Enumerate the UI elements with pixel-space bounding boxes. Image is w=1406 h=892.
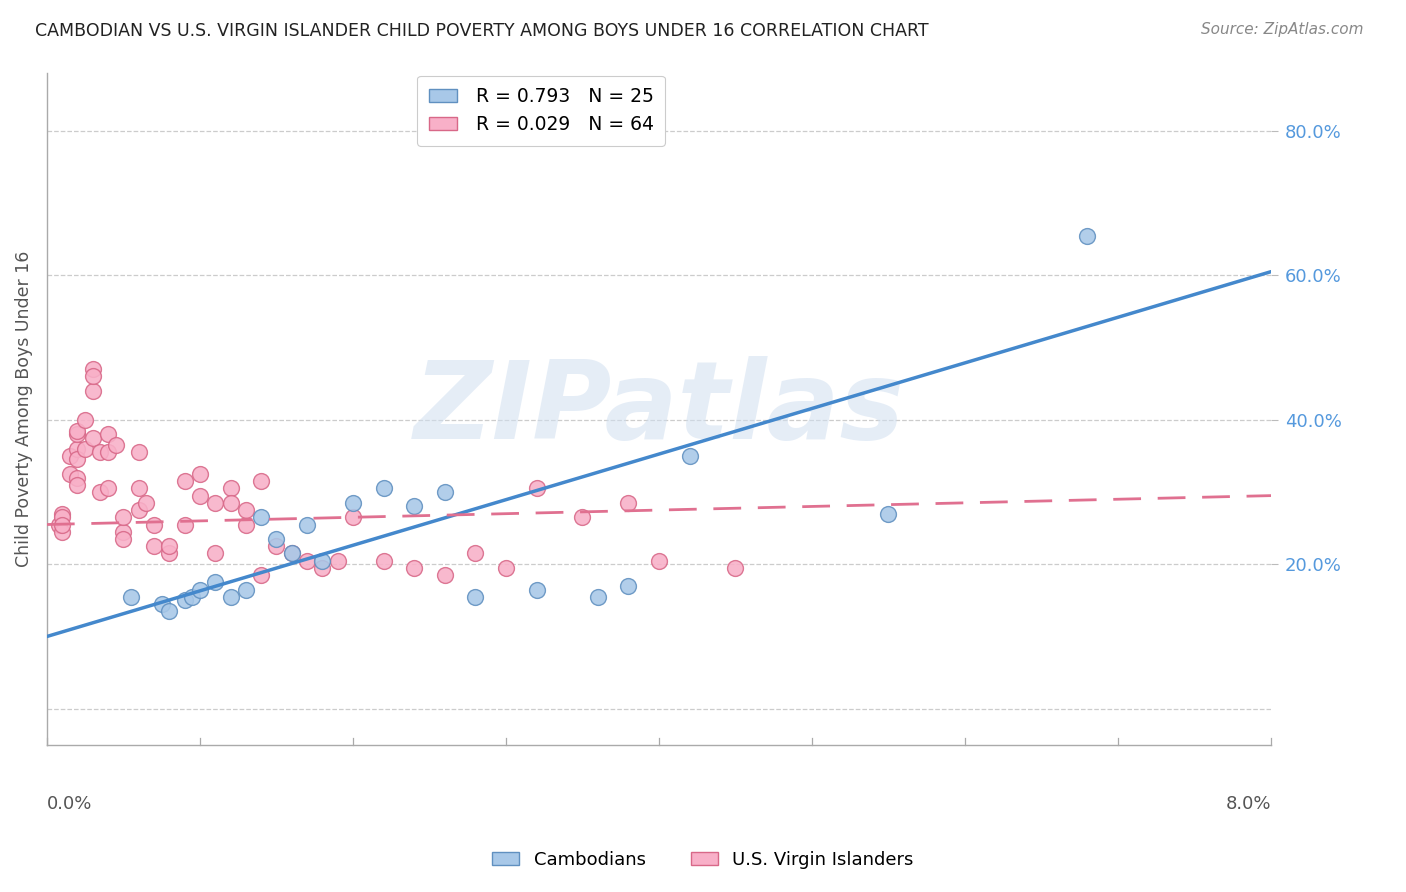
Point (404, 500, 426, 514)
Point (173, 517, 195, 532)
Point (157, 546, 180, 560)
Point (66, 477, 89, 491)
Legend: Cambodians, U.S. Virgin Islanders: Cambodians, U.S. Virgin Islanders (485, 844, 921, 876)
Point (48, 517, 70, 532)
Point (877, 507, 900, 521)
Text: ZIPatlas: ZIPatlas (413, 356, 904, 462)
Point (135, 496, 157, 510)
Point (219, 590, 242, 604)
Point (266, 539, 288, 553)
Point (75, 442, 97, 456)
Point (173, 593, 195, 607)
Point (89, 485, 111, 500)
Point (188, 582, 211, 597)
Point (617, 579, 640, 593)
Point (617, 496, 640, 510)
Point (82, 431, 104, 445)
Point (311, 561, 333, 575)
Text: Source: ZipAtlas.com: Source: ZipAtlas.com (1201, 22, 1364, 37)
Point (181, 590, 204, 604)
Point (143, 517, 166, 532)
Point (66, 427, 89, 442)
Point (495, 561, 517, 575)
Point (97, 427, 120, 442)
Point (104, 438, 127, 452)
Point (204, 496, 226, 510)
Point (51, 517, 73, 532)
Point (150, 597, 173, 611)
Point (219, 482, 242, 496)
Point (250, 568, 273, 582)
Point (678, 449, 700, 463)
Point (295, 554, 318, 568)
Point (112, 510, 135, 524)
Point (433, 568, 456, 582)
Text: 0.0%: 0.0% (46, 796, 93, 814)
Point (204, 546, 226, 560)
Point (51, 507, 73, 521)
Point (188, 467, 211, 481)
Point (250, 474, 273, 488)
Point (82, 369, 104, 384)
Point (373, 482, 395, 496)
Point (157, 604, 180, 618)
Point (724, 561, 747, 575)
Text: CAMBODIAN VS U.S. VIRGIN ISLANDER CHILD POVERTY AMONG BOYS UNDER 16 CORRELATION : CAMBODIAN VS U.S. VIRGIN ISLANDER CHILD … (35, 22, 929, 40)
Point (75, 413, 97, 427)
Point (235, 582, 257, 597)
Point (219, 496, 242, 510)
Point (280, 546, 302, 560)
Point (66, 470, 89, 484)
Point (120, 590, 142, 604)
Point (280, 546, 302, 560)
Point (128, 503, 150, 517)
Point (250, 510, 273, 524)
Point (112, 532, 135, 546)
Point (97, 445, 120, 459)
Legend: R = 0.793   N = 25, R = 0.029   N = 64: R = 0.793 N = 25, R = 0.029 N = 64 (418, 76, 665, 145)
Point (1076, 228, 1098, 243)
Point (526, 582, 548, 597)
Point (373, 554, 395, 568)
Point (571, 510, 593, 524)
Point (404, 561, 426, 575)
Point (326, 554, 349, 568)
Point (157, 539, 180, 553)
Point (266, 532, 288, 546)
Point (112, 524, 135, 539)
Point (586, 590, 609, 604)
Point (173, 474, 195, 488)
Point (342, 510, 364, 524)
Point (311, 554, 333, 568)
Point (89, 445, 111, 459)
Point (128, 482, 150, 496)
Point (66, 442, 89, 456)
Text: 8.0%: 8.0% (1226, 796, 1271, 814)
Point (59, 467, 82, 481)
Point (342, 496, 364, 510)
Point (51, 524, 73, 539)
Y-axis label: Child Poverty Among Boys Under 16: Child Poverty Among Boys Under 16 (15, 251, 32, 567)
Point (66, 452, 89, 467)
Point (204, 575, 226, 590)
Point (188, 489, 211, 503)
Point (235, 503, 257, 517)
Point (66, 424, 89, 438)
Point (235, 517, 257, 532)
Point (464, 590, 486, 604)
Point (82, 362, 104, 376)
Point (143, 539, 166, 553)
Point (433, 485, 456, 500)
Point (295, 517, 318, 532)
Point (526, 482, 548, 496)
Point (59, 449, 82, 463)
Point (82, 384, 104, 398)
Point (97, 482, 120, 496)
Point (464, 546, 486, 560)
Point (648, 554, 671, 568)
Point (128, 445, 150, 459)
Point (51, 510, 73, 524)
